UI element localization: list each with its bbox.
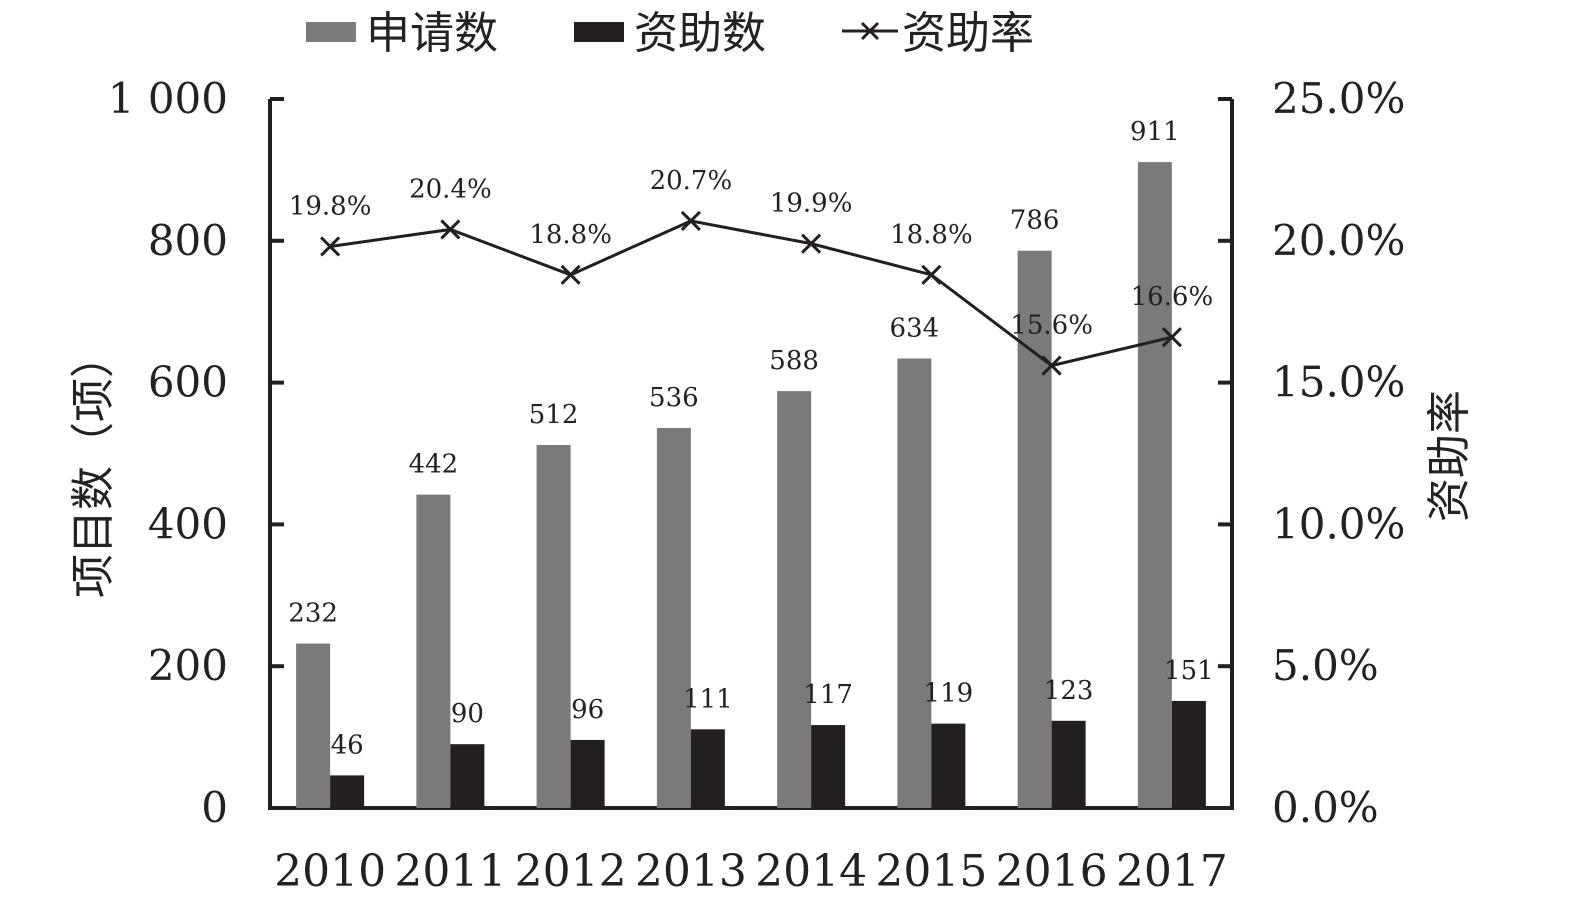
x-tick-label: 2011	[394, 846, 506, 897]
rate-marker	[1161, 327, 1182, 348]
bar-applications	[777, 391, 812, 808]
x-tick-label: 2015	[875, 846, 987, 897]
rate-marker	[440, 219, 461, 240]
y2-tick-label: 15.0%	[1272, 358, 1405, 407]
legend-marker	[860, 21, 880, 41]
rate-line	[320, 210, 1182, 376]
y2-tick-label: 10.0%	[1272, 499, 1405, 548]
data-label-applications: 634	[890, 313, 940, 343]
y-tick-label: 0	[201, 783, 228, 832]
y-tick-label: 600	[148, 358, 228, 407]
bars	[296, 162, 1206, 808]
legend-label: 申请数	[366, 8, 498, 59]
data-label-funded: 46	[331, 730, 364, 760]
x-tick-label: 2010	[274, 846, 386, 897]
x-tick-label: 2017	[1116, 846, 1228, 897]
y2-tick-label: 0.0%	[1272, 783, 1379, 832]
legend-swatch	[574, 22, 624, 42]
rate-marker	[921, 264, 942, 285]
x-tick-label: 2012	[515, 846, 627, 897]
bar-funded	[450, 744, 485, 808]
y2-tick-label: 25.0%	[1272, 74, 1405, 123]
data-label-rate: 20.4%	[409, 174, 492, 204]
rate-line-path	[329, 219, 1173, 368]
data-label-rate: 18.8%	[890, 220, 973, 250]
data-label-applications: 442	[409, 450, 459, 480]
y2-tick-label: 20.0%	[1272, 216, 1405, 265]
y-tick-label: 800	[148, 216, 228, 265]
bar-funded	[570, 739, 605, 808]
y2-axis-title: 资助率	[1424, 390, 1475, 522]
y-tick-label: 1 000	[108, 74, 228, 123]
bar-funded	[690, 729, 725, 808]
data-label-rate: 18.8%	[529, 220, 612, 250]
rate-marker	[680, 210, 701, 232]
data-label-applications: 536	[649, 383, 699, 413]
legend-label: 资助数	[634, 8, 766, 59]
data-label-funded: 151	[1164, 656, 1214, 686]
data-label-applications: 512	[529, 400, 579, 430]
data-label-rate: 15.6%	[1010, 311, 1093, 341]
data-label-funded: 111	[683, 684, 733, 714]
bar-funded	[931, 723, 966, 808]
bar-applications	[536, 444, 571, 808]
data-label-applications: 911	[1130, 117, 1180, 147]
data-label-applications: 232	[288, 599, 338, 629]
bar-funded	[330, 775, 365, 808]
data-label-rate: 16.6%	[1131, 282, 1214, 312]
data-labels: 232 46 442 90 512 96 536 111 588 117 634 119 786 123 9…	[288, 117, 1213, 760]
legend-label: 资助率	[902, 8, 1034, 59]
x-tick-label: 2013	[635, 846, 747, 897]
y-tick-label: 200	[148, 641, 228, 690]
rate-marker	[560, 264, 581, 285]
x-tick-label: 2014	[755, 846, 867, 897]
legend: 申请数 资助数 资助率	[306, 8, 1034, 59]
bar-applications	[416, 494, 451, 808]
data-label-applications: 786	[1010, 206, 1060, 236]
legend-swatch	[306, 22, 356, 42]
y2-tick-label: 5.0%	[1272, 641, 1379, 690]
data-label-rate: 20.7%	[650, 166, 733, 196]
data-label-funded: 123	[1044, 676, 1094, 706]
bar-applications	[897, 358, 932, 808]
y-axis-title: 项目数（项）	[68, 334, 119, 598]
data-label-funded: 96	[571, 695, 604, 725]
rate-marker	[801, 233, 822, 254]
data-label-rate: 19.9%	[770, 189, 853, 219]
data-label-funded: 90	[451, 699, 484, 729]
bar-funded	[1051, 720, 1086, 808]
x-tick-label: 2016	[996, 846, 1108, 897]
data-label-applications: 588	[769, 346, 819, 376]
data-label-rate: 19.8%	[289, 191, 372, 221]
bar-funded	[811, 725, 846, 808]
bar-funded	[1171, 700, 1206, 808]
y-tick-label: 400	[148, 499, 228, 548]
rate-marker	[320, 236, 341, 257]
bar-applications	[656, 427, 691, 808]
data-label-funded: 117	[803, 680, 853, 710]
bar-applications	[1137, 162, 1172, 808]
data-label-funded: 119	[924, 679, 974, 709]
rate-marker	[1041, 355, 1062, 376]
bar-applications	[296, 643, 331, 808]
